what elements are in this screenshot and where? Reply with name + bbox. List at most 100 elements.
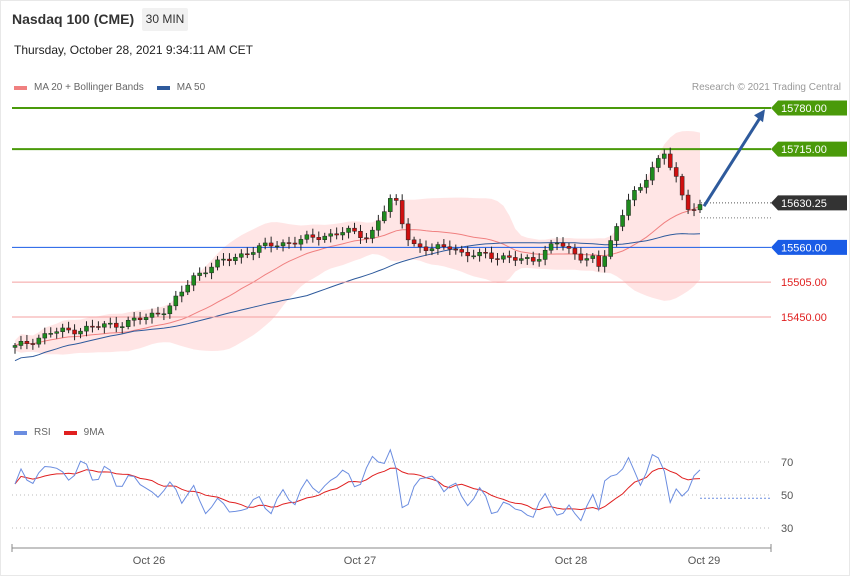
level-label-4: 15505.00 [781,277,827,289]
candle-body [667,153,673,168]
candle-body [459,249,464,253]
candle-body [334,233,339,236]
ma50-swatch-icon [156,85,170,90]
candle-body [489,252,494,259]
candle-body [42,333,48,339]
candle-body [173,295,179,307]
candle-body [227,258,232,261]
candle-body [477,252,482,257]
x-tick-label: Oct 27 [344,555,376,567]
candle-body [483,252,488,254]
candle-body [638,187,643,191]
level-label-5: 15450.00 [781,312,827,324]
candle-body [411,239,417,245]
candle-body [137,317,143,320]
candle-body [304,234,310,240]
candle-body [417,243,423,248]
candle-body [221,258,226,261]
candle-body [495,258,500,260]
candle-body [268,242,274,247]
ma9-swatch-icon [63,430,77,435]
candle-body [536,259,542,262]
candle-body [352,227,357,232]
candle-body [72,329,77,335]
candle-body [507,255,512,258]
candle-body [209,266,214,274]
level-tag-3 [771,239,847,255]
candle-body [346,227,351,233]
chart-datetime: Thursday, October 28, 2021 9:34:11 AM CE… [14,43,254,57]
x-tick-label: Oct 28 [555,555,587,567]
bollinger-band [15,131,700,355]
candle-body [256,245,262,253]
timeframe-badge[interactable]: 30 MIN [142,8,188,31]
candle-body [441,244,447,248]
candle-body [90,325,95,328]
legend-ma20: MA 20 + Bollinger Bands [14,82,144,93]
copyright-text: Research © 2021 Trading Central [691,82,841,93]
candle-body [96,326,101,328]
candle-body [292,242,298,245]
candle-body [286,242,292,244]
legend-9ma: 9MA [63,427,105,438]
level-label-0: 15780.00 [781,103,827,115]
candle-body [519,258,524,261]
candle-body [614,226,619,241]
candle-body [262,242,268,246]
rsi-legend: RSI 9MA [14,427,117,438]
candle-body [650,167,655,181]
candle-body [203,272,208,275]
target-arrow [702,115,763,207]
x-tick-label: Oct 26 [133,555,165,567]
candle-body [84,325,89,332]
candle-body [388,198,393,212]
candle-body [298,239,304,245]
candle-body [691,209,697,211]
candle-body [435,244,441,249]
candle-body [328,233,333,237]
candle-body [620,215,625,227]
candle-body [453,248,459,251]
candle-body [358,230,363,238]
candle-body [12,345,18,348]
candle-body [566,246,572,249]
candle-body [632,190,637,201]
candle-body [513,257,518,261]
legend-ma50: MA 50 [156,82,205,93]
candle-body [54,331,59,334]
candle-body [673,167,679,177]
candle-body [155,312,161,315]
candle-body [399,200,405,225]
candle-body [608,240,613,257]
candle-body [560,242,566,247]
candle-body [644,179,649,188]
candle-body [679,176,685,196]
price-legend: MA 20 + Bollinger Bands MA 50 [14,82,218,93]
candle-body [114,322,119,328]
candle-body [245,253,250,256]
candle-body [119,326,125,328]
candle-body [322,235,327,240]
candle-body [125,319,131,327]
candle-body [149,312,155,318]
candle-body [405,223,411,241]
legend-rsi-label: RSI [34,427,51,438]
legend-ma20-label: MA 20 + Bollinger Bands [34,82,144,93]
candle-body [584,258,590,261]
level-label-2: 15630.25 [781,198,827,210]
candle-body [525,257,530,259]
candle-body [471,255,476,258]
candle-body [215,259,220,268]
legend-9ma-label: 9MA [83,427,105,438]
legend-rsi: RSI [14,427,51,438]
level-label-1: 15715.00 [781,144,827,156]
rsi-swatch-icon [14,430,27,435]
candle-body [662,153,667,159]
candle-body [18,341,24,346]
candle-body [578,253,584,261]
ma50-line [14,233,701,362]
candle-body [572,248,578,255]
candle-body [280,242,286,247]
level-tag-2 [771,195,847,211]
